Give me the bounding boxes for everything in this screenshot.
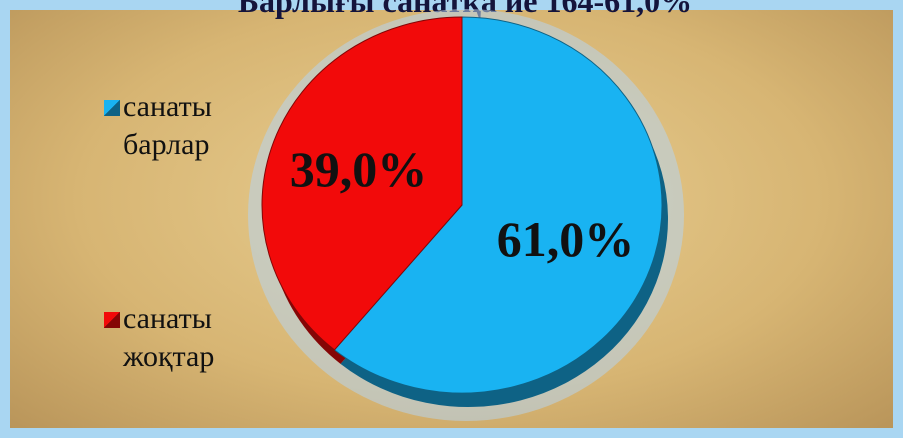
slice bbox=[333, 16, 663, 394]
legend-label: санаты жоқтар bbox=[123, 302, 215, 373]
data-label: 61,0% bbox=[497, 211, 635, 267]
legend-swatch bbox=[104, 312, 120, 328]
legend-label: санаты барлар bbox=[123, 90, 212, 161]
slice bbox=[261, 16, 463, 351]
data-label: 39,0% bbox=[290, 141, 428, 197]
legend-swatch bbox=[104, 100, 120, 116]
